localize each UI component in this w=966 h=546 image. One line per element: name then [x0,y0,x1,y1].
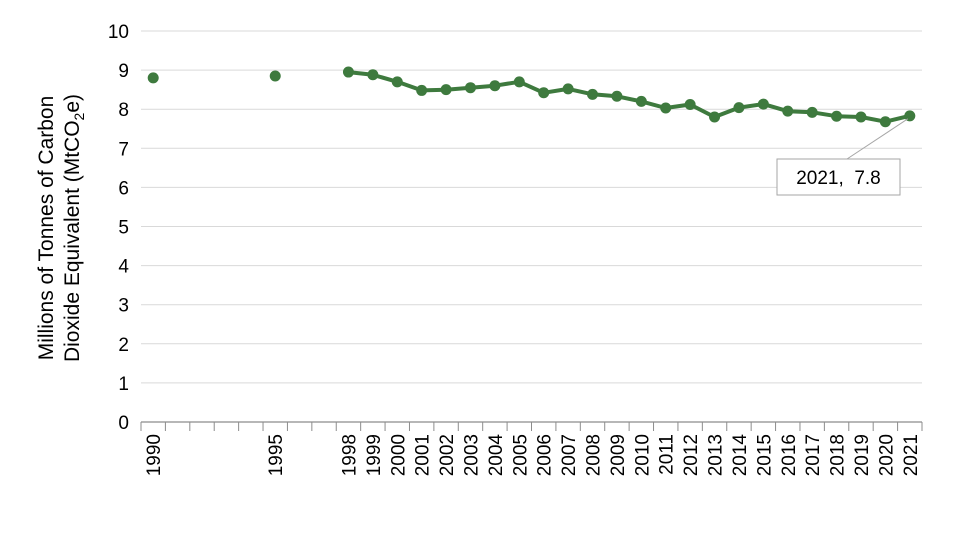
x-tick-label: 2020 [876,434,897,476]
y-axis-title-line1: Millions of Tonnes of Carbon [35,96,58,361]
data-point [587,88,599,100]
x-tick-label: 2015 [754,434,775,476]
y-axis-title: Millions of Tonnes of Carbon Dioxide Equ… [35,94,87,362]
y-tick-label: 2 [118,335,129,356]
x-tick-label: 1999 [364,434,385,476]
data-callout: 2021, 7.8 [776,118,909,196]
x-tick-label: 2006 [535,434,556,476]
y-axis-title-subscript: 2 [71,112,87,120]
x-tick-label: 2010 [632,434,653,476]
gridlines [141,30,922,384]
y-tick-label: 0 [118,413,129,434]
y-axis-title-line2-end: e) [61,94,84,113]
x-tick-label: 2007 [559,434,580,476]
series-line [348,70,911,124]
y-axis-title-line2-main: Dioxide Equivalent (MtCO [61,120,84,362]
data-point [879,116,891,128]
y-tick-label: 3 [118,296,129,317]
x-tick-label: 2014 [730,434,751,477]
x-tick-label: 2003 [461,434,482,476]
data-point [147,72,159,84]
callout-label: 2021, 7.8 [796,168,881,189]
data-point [416,84,428,96]
data-point [806,106,818,118]
data-point [464,82,476,94]
x-tick-label: 2011 [657,434,678,475]
data-point [831,110,843,122]
x-tick-label: 2016 [779,434,800,476]
data-point [562,83,574,95]
callout-box [776,158,901,196]
data-point [684,99,696,111]
x-tick-label: 2000 [388,434,409,476]
x-tick-label: 2001 [413,434,434,476]
x-tick-label: 2009 [608,434,629,476]
y-tick-label: 7 [118,139,129,160]
x-tick-label: 2013 [706,434,727,476]
x-tick-label: 2017 [803,434,824,476]
data-point [782,105,794,117]
y-tick-labels: 0 1 2 3 4 5 6 7 8 9 10 [108,22,130,434]
x-tick-labels: 1990 1995 1998 1999 2000 2001 2002 2003 2004 2005… [144,434,922,477]
y-tick-label: 5 [118,218,129,239]
data-point [513,76,525,88]
data-point [709,111,721,123]
y-tick-label: 4 [118,257,129,278]
data-point [489,80,501,92]
x-tick-label: 1998 [339,434,360,476]
data-point [440,84,452,96]
x-tick-label: 2018 [828,434,849,476]
x-tick-label: 2021 [901,434,922,476]
data-point [611,90,623,102]
x-tick-label: 2019 [852,434,873,476]
x-tick-label: 1990 [144,434,165,476]
y-tick-label: 1 [118,374,129,395]
data-point [757,98,769,110]
y-tick-label: 8 [118,100,129,121]
data-point [538,87,550,99]
data-point [904,110,916,122]
y-tick-label: 6 [118,178,129,199]
y-tick-label: 10 [108,22,129,43]
data-point [660,102,672,114]
data-point [269,70,281,82]
data-point [855,111,867,123]
data-point [733,102,745,114]
data-point [635,95,647,107]
y-tick-label: 9 [118,61,129,82]
x-tick-label: 2012 [681,434,702,476]
axes [140,421,923,431]
data-point [342,66,354,78]
x-tick-label: 2004 [486,434,507,477]
callout-leader-line [846,118,909,160]
y-axis-title-line2: Dioxide Equivalent (MtCO2e) [61,94,87,362]
x-tick-label: 2008 [584,434,605,476]
x-tick-label: 2005 [510,434,531,476]
x-tick-label: 1995 [266,434,287,476]
data-point [367,69,379,81]
series-emissions [147,66,916,128]
data-point [391,76,403,88]
x-tick-label: 2002 [437,434,458,476]
